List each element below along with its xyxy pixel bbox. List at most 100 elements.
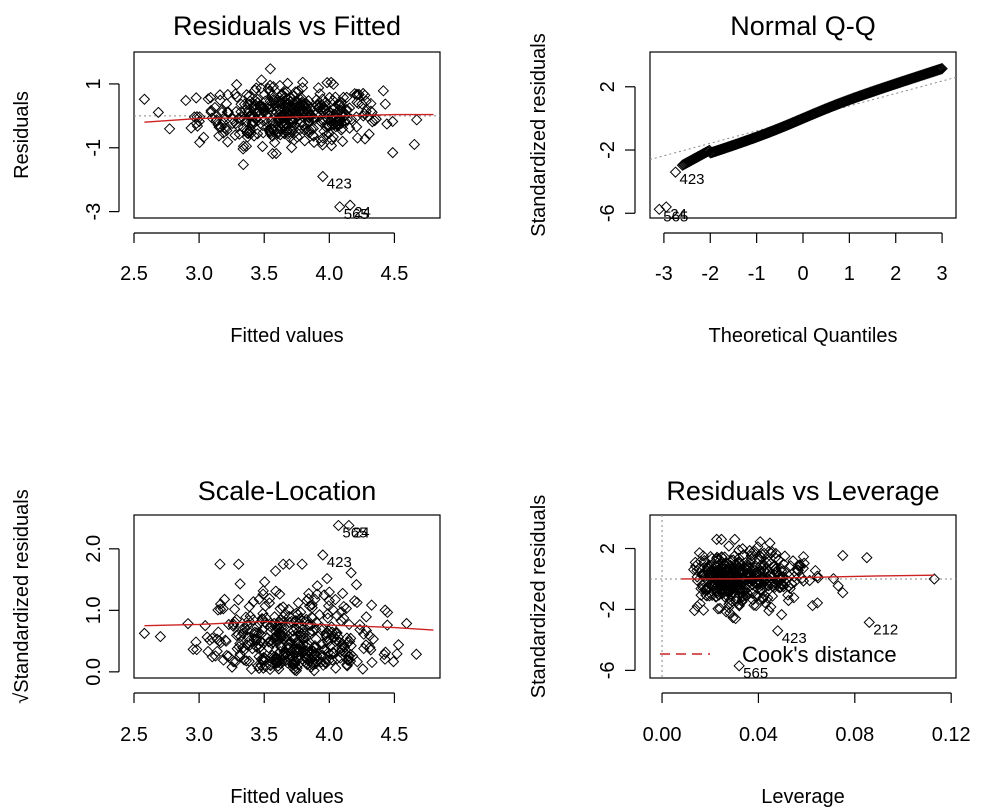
data-point xyxy=(691,571,703,583)
point-label: 423 xyxy=(327,554,352,571)
data-point xyxy=(291,651,303,663)
data-point xyxy=(294,93,307,106)
y-tick-label: 0.0 xyxy=(83,658,105,686)
data-point xyxy=(287,625,300,637)
data-point xyxy=(232,594,245,606)
data-point xyxy=(758,547,770,560)
data-point xyxy=(348,87,361,100)
data-point xyxy=(263,597,276,609)
data-point xyxy=(327,94,339,107)
data-point xyxy=(303,587,315,600)
data-point xyxy=(272,660,284,672)
data-point xyxy=(325,115,337,127)
data-point xyxy=(240,89,253,101)
data-point xyxy=(296,615,308,627)
data-point xyxy=(745,550,758,562)
data-point xyxy=(771,625,784,637)
data-point xyxy=(275,122,287,135)
panel-normal-qq: Normal Q-Q Theoretical Quantiles Standardi… xyxy=(528,11,957,347)
data-point xyxy=(722,601,735,614)
data-point xyxy=(268,116,280,128)
data-point xyxy=(366,116,379,128)
data-point xyxy=(233,128,246,140)
data-point xyxy=(202,93,214,105)
data-point xyxy=(322,646,335,659)
data-point xyxy=(249,84,261,96)
data-point xyxy=(301,653,313,665)
data-point xyxy=(330,634,343,646)
data-point xyxy=(193,111,206,123)
data-point xyxy=(290,607,303,619)
data-point xyxy=(215,104,228,117)
data-point xyxy=(343,122,356,134)
data-point xyxy=(264,63,277,75)
y-tick-label: 1 xyxy=(83,78,105,89)
data-point xyxy=(410,648,423,660)
data-point xyxy=(286,630,299,642)
data-point xyxy=(311,588,323,600)
data-point xyxy=(936,62,948,75)
data-point xyxy=(335,107,348,119)
data-point xyxy=(861,551,873,564)
data-point xyxy=(329,91,342,103)
y-tick-label: 2 xyxy=(597,81,619,92)
data-point xyxy=(190,636,202,648)
data-point xyxy=(301,648,313,660)
data-point xyxy=(775,608,788,621)
x-axis-label: Fitted values xyxy=(230,786,343,808)
x-tick-label: 4.0 xyxy=(315,724,343,746)
data-point xyxy=(785,577,798,590)
data-point xyxy=(797,550,810,563)
data-point xyxy=(264,79,276,92)
data-point xyxy=(341,103,353,116)
data-point xyxy=(327,131,339,143)
data-point xyxy=(321,572,333,585)
data-point xyxy=(229,88,242,100)
data-point xyxy=(244,639,256,651)
data-point xyxy=(221,136,234,148)
data-point xyxy=(762,580,775,592)
x-tick-label: 0.04 xyxy=(739,724,778,746)
data-point xyxy=(154,630,167,643)
data-point xyxy=(291,95,303,107)
data-point xyxy=(336,639,349,652)
data-point xyxy=(757,591,769,604)
data-point xyxy=(351,596,363,609)
data-point xyxy=(379,604,391,616)
data-point xyxy=(237,143,249,155)
x-tick-label: -1 xyxy=(748,263,766,285)
data-point xyxy=(783,570,795,582)
data-point xyxy=(760,597,772,610)
data-point xyxy=(733,660,745,672)
data-point xyxy=(326,654,338,666)
data-point xyxy=(234,578,246,590)
data-point xyxy=(691,600,704,613)
data-point xyxy=(163,123,176,135)
data-point xyxy=(687,563,700,576)
data-point xyxy=(837,549,849,562)
data-point xyxy=(770,547,782,560)
y-tick-label: -1 xyxy=(83,139,105,157)
data-point xyxy=(287,102,300,115)
data-point xyxy=(326,134,338,146)
data-point xyxy=(277,630,289,642)
data-point xyxy=(316,139,329,151)
data-point xyxy=(297,76,309,89)
data-point xyxy=(788,591,800,604)
data-point xyxy=(742,559,755,571)
data-point xyxy=(715,533,728,546)
plot-area xyxy=(650,62,956,216)
data-point xyxy=(344,199,356,211)
data-point xyxy=(811,597,824,609)
data-point xyxy=(204,91,217,104)
data-point xyxy=(322,600,335,612)
data-point xyxy=(788,576,801,588)
data-point xyxy=(744,569,757,581)
point-label: 565 xyxy=(663,208,688,225)
data-point xyxy=(287,123,300,136)
panel-residuals-vs-leverage: Residuals vs Leverage Leverage Standardize… xyxy=(528,476,971,808)
data-point xyxy=(213,635,226,647)
data-point xyxy=(701,583,713,596)
data-point xyxy=(226,117,239,130)
data-point xyxy=(214,89,226,101)
